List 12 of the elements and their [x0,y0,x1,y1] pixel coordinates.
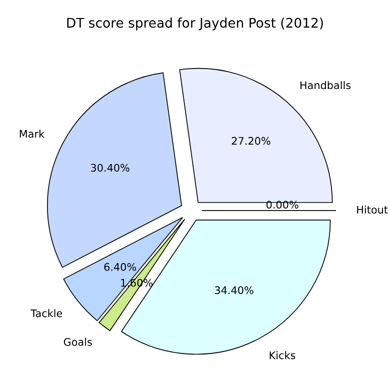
category-label: Hitout [357,206,388,214]
data-label: 30.40% [91,164,130,172]
chart-title: DT score spread for Jayden Post (2012) [67,18,323,30]
slice-label: Tackle [30,309,62,318]
text: 0.00% [266,200,298,209]
slice-label: Mark [20,130,45,138]
data-label: 27.20% [232,136,270,145]
data-label: 34.40% [214,286,254,294]
slice-label: Kicks [270,351,296,360]
data-label: 6.40% [104,263,136,271]
slice-label: Goals [64,338,92,346]
slice-label: Handballs [300,81,351,90]
